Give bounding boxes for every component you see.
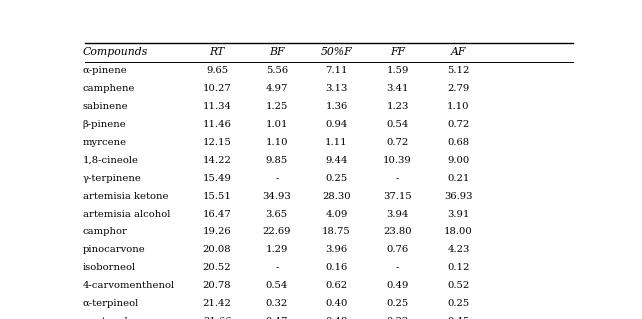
Text: 18.75: 18.75: [322, 227, 351, 236]
Text: -: -: [275, 174, 279, 183]
Text: 9.44: 9.44: [325, 156, 348, 165]
Text: 37.15: 37.15: [383, 192, 412, 201]
Text: 34.93: 34.93: [263, 192, 291, 201]
Text: β-pinene: β-pinene: [83, 120, 126, 129]
Text: 1.36: 1.36: [325, 102, 347, 111]
Text: isoborneol: isoborneol: [83, 263, 136, 272]
Text: 0.21: 0.21: [447, 174, 469, 183]
Text: 36.93: 36.93: [444, 192, 473, 201]
Text: 20.08: 20.08: [203, 245, 231, 254]
Text: FF: FF: [390, 48, 405, 57]
Text: 9.65: 9.65: [206, 66, 228, 75]
Text: 3.13: 3.13: [325, 84, 348, 93]
Text: sabinene: sabinene: [83, 102, 128, 111]
Text: 0.40: 0.40: [325, 299, 348, 308]
Text: 1.25: 1.25: [266, 102, 288, 111]
Text: 19.26: 19.26: [203, 227, 231, 236]
Text: 4.97: 4.97: [266, 84, 288, 93]
Text: 20.52: 20.52: [203, 263, 231, 272]
Text: 0.45: 0.45: [447, 317, 469, 319]
Text: 28.30: 28.30: [322, 192, 351, 201]
Text: γ-terpinene: γ-terpinene: [83, 174, 142, 183]
Text: 1.29: 1.29: [266, 245, 288, 254]
Text: AF: AF: [451, 48, 466, 57]
Text: 15.49: 15.49: [203, 174, 232, 183]
Text: 0.32: 0.32: [266, 299, 288, 308]
Text: 12.15: 12.15: [203, 138, 232, 147]
Text: 0.54: 0.54: [386, 120, 408, 129]
Text: 10.27: 10.27: [203, 84, 232, 93]
Text: 0.48: 0.48: [325, 317, 348, 319]
Text: 0.47: 0.47: [266, 317, 288, 319]
Text: 9.00: 9.00: [447, 156, 469, 165]
Text: 1.59: 1.59: [386, 66, 408, 75]
Text: 0.76: 0.76: [386, 245, 408, 254]
Text: 21.66: 21.66: [203, 317, 231, 319]
Text: 9.85: 9.85: [266, 156, 288, 165]
Text: 23.80: 23.80: [383, 227, 412, 236]
Text: pinocarvone: pinocarvone: [83, 245, 146, 254]
Text: 4-carvomenthenol: 4-carvomenthenol: [83, 281, 175, 290]
Text: 3.91: 3.91: [447, 210, 469, 219]
Text: myrtenol: myrtenol: [83, 317, 128, 319]
Text: RT: RT: [209, 48, 225, 57]
Text: α-pinene: α-pinene: [83, 66, 128, 75]
Text: artemisia ketone: artemisia ketone: [83, 192, 168, 201]
Text: 18.00: 18.00: [444, 227, 473, 236]
Text: 1.10: 1.10: [266, 138, 288, 147]
Text: 1.23: 1.23: [386, 102, 408, 111]
Text: 4.09: 4.09: [325, 210, 348, 219]
Text: 1,8-cineole: 1,8-cineole: [83, 156, 139, 165]
Text: 2.79: 2.79: [447, 84, 469, 93]
Text: 0.62: 0.62: [325, 281, 347, 290]
Text: myrcene: myrcene: [83, 138, 127, 147]
Text: 5.56: 5.56: [266, 66, 288, 75]
Text: 0.52: 0.52: [447, 281, 469, 290]
Text: 0.16: 0.16: [325, 263, 347, 272]
Text: 1.10: 1.10: [447, 102, 470, 111]
Text: -: -: [395, 174, 399, 183]
Text: 1.01: 1.01: [266, 120, 288, 129]
Text: 0.12: 0.12: [447, 263, 469, 272]
Text: α-terpineol: α-terpineol: [83, 299, 139, 308]
Text: 1.11: 1.11: [325, 138, 348, 147]
Text: 7.11: 7.11: [325, 66, 348, 75]
Text: 11.34: 11.34: [203, 102, 232, 111]
Text: camphene: camphene: [83, 84, 135, 93]
Text: -: -: [395, 263, 399, 272]
Text: 50%F: 50%F: [320, 48, 352, 57]
Text: 0.25: 0.25: [447, 299, 469, 308]
Text: 0.72: 0.72: [386, 138, 408, 147]
Text: 0.54: 0.54: [266, 281, 288, 290]
Text: BF: BF: [269, 48, 284, 57]
Text: 10.39: 10.39: [383, 156, 412, 165]
Text: -: -: [275, 263, 279, 272]
Text: 0.94: 0.94: [325, 120, 348, 129]
Text: artemisia alcohol: artemisia alcohol: [83, 210, 170, 219]
Text: 11.46: 11.46: [203, 120, 232, 129]
Text: 22.69: 22.69: [263, 227, 291, 236]
Text: Compounds: Compounds: [83, 48, 148, 57]
Text: 20.78: 20.78: [203, 281, 231, 290]
Text: 16.47: 16.47: [203, 210, 232, 219]
Text: 4.23: 4.23: [447, 245, 469, 254]
Text: 15.51: 15.51: [203, 192, 232, 201]
Text: 3.96: 3.96: [325, 245, 347, 254]
Text: 0.25: 0.25: [325, 174, 347, 183]
Text: 0.49: 0.49: [386, 281, 408, 290]
Text: 0.72: 0.72: [447, 120, 469, 129]
Text: camphor: camphor: [83, 227, 128, 236]
Text: 21.42: 21.42: [203, 299, 232, 308]
Text: 0.68: 0.68: [447, 138, 469, 147]
Text: 3.65: 3.65: [266, 210, 288, 219]
Text: 3.41: 3.41: [386, 84, 409, 93]
Text: 0.25: 0.25: [386, 299, 408, 308]
Text: 3.94: 3.94: [386, 210, 408, 219]
Text: 14.22: 14.22: [203, 156, 232, 165]
Text: 5.12: 5.12: [447, 66, 469, 75]
Text: 0.32: 0.32: [386, 317, 408, 319]
